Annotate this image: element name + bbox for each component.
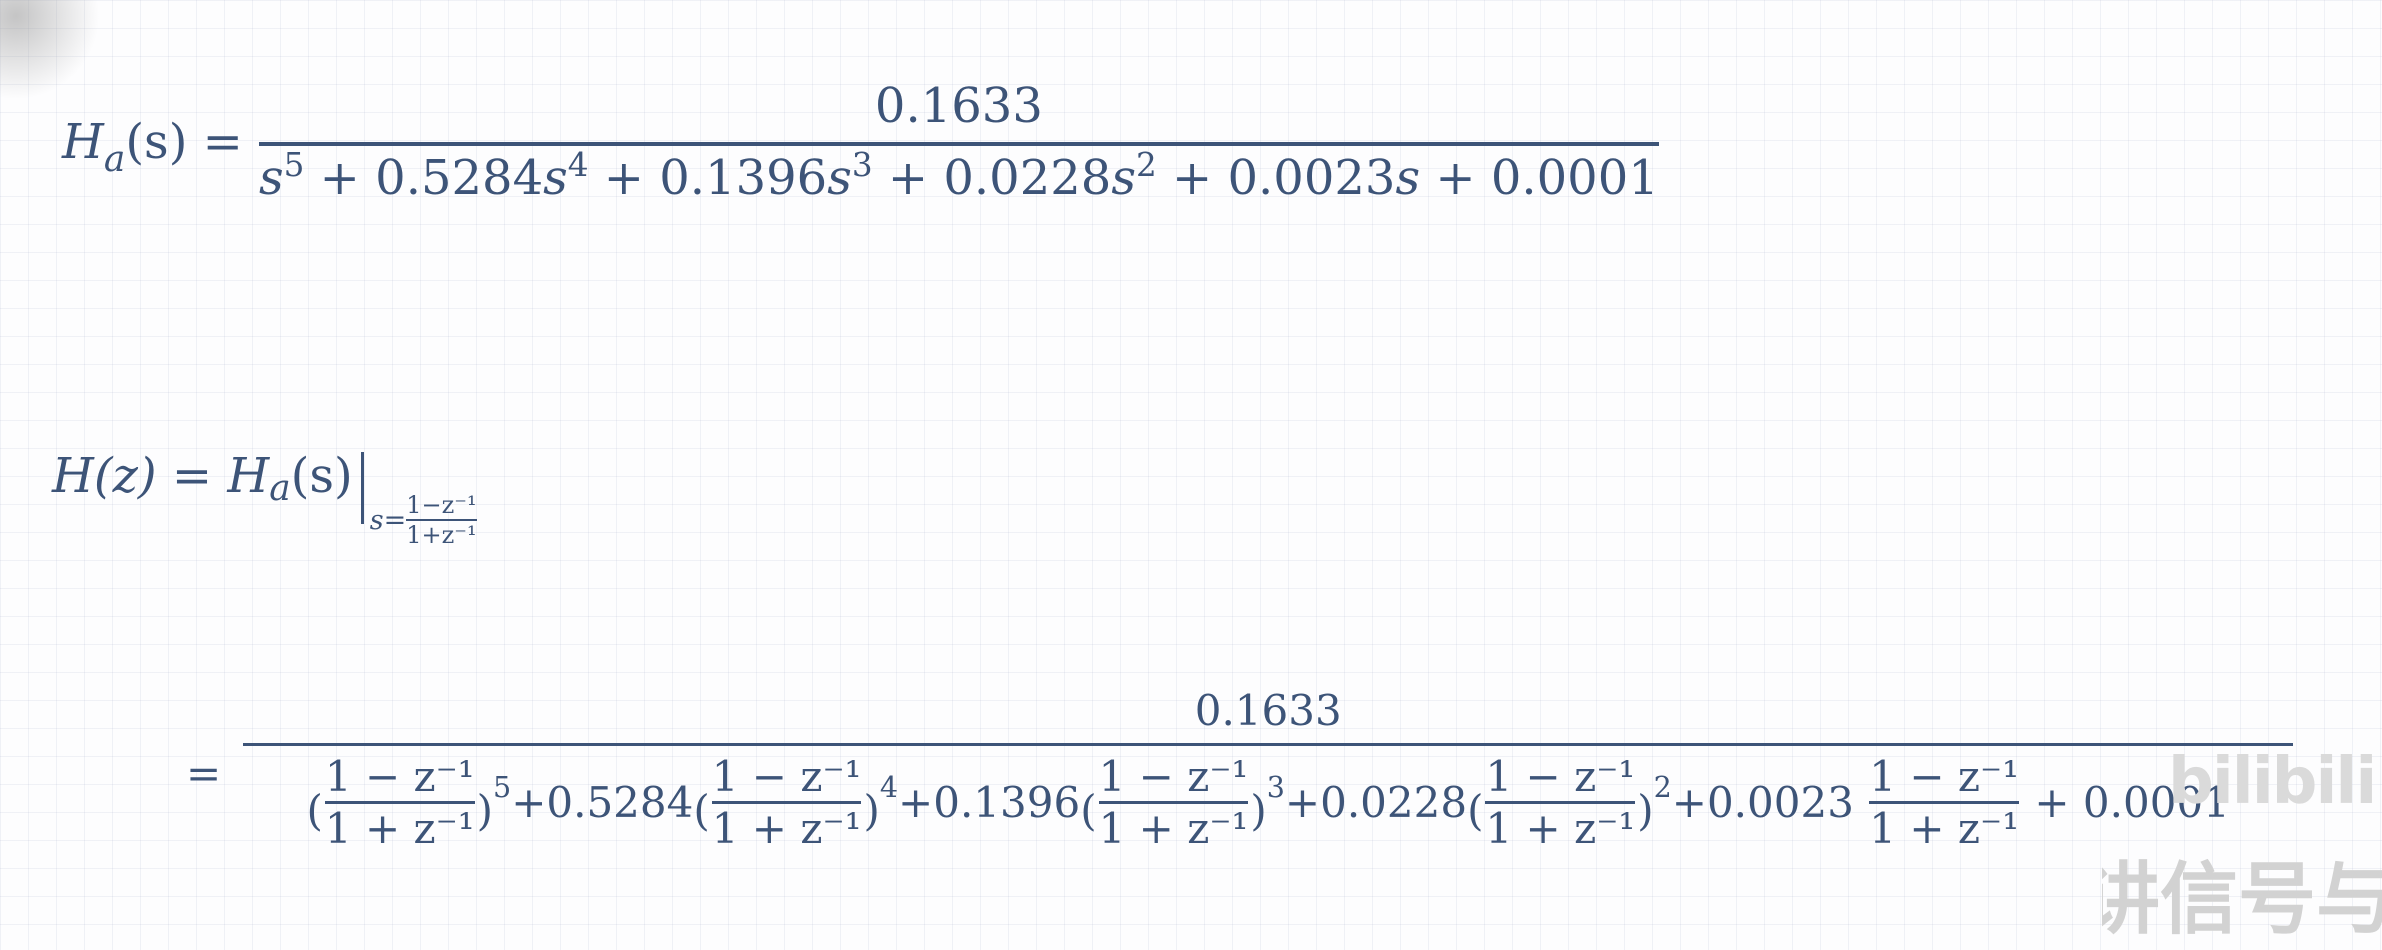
eq1-lhs-sub: a xyxy=(103,138,126,180)
eq3-exp3: 3 xyxy=(1266,769,1285,804)
eq3-equals-sign: = xyxy=(186,748,222,798)
eq1-lhs-arg: (s) = xyxy=(125,114,243,170)
eq1-t2-exp: 4 xyxy=(567,146,589,185)
eq3-term3-den: 1 + z⁻¹ xyxy=(1098,803,1249,853)
evaluation-bar xyxy=(360,452,364,524)
eq3-term4-fraction: 1 − z⁻¹ 1 + z⁻¹ xyxy=(711,752,862,853)
eq3-fraction-bar xyxy=(243,743,2294,746)
eq1-numerator: 0.1633 xyxy=(874,78,1043,134)
eq1-t4-exp: 2 xyxy=(1135,146,1157,185)
eq3-term3-fraction: 1 − z⁻¹ 1 + z⁻¹ xyxy=(1098,752,1249,853)
eq3-coef2: +0.0228 xyxy=(1284,777,1468,827)
eq2-arg: (s) xyxy=(290,448,353,504)
eq2-eval-den: 1+z⁻¹ xyxy=(406,521,477,549)
eq1-t1-var: s xyxy=(259,150,284,206)
eq3-coef3: +0.1396 xyxy=(898,777,1081,827)
eq2-eval-num: 1−z⁻¹ xyxy=(406,491,477,519)
eq3-exp2: 2 xyxy=(1653,769,1672,804)
equation-analog-transfer-function: Ha(s) = 0.1633 s5 + 0.5284s4 + 0.1396s3 … xyxy=(62,78,1659,206)
eq3-denominator: ( 1 − z⁻¹ 1 + z⁻¹ ) 5 +0.5284 ( 1 − z⁻¹ 1 +… xyxy=(306,746,2229,853)
eq1-t3-var: s xyxy=(827,150,852,206)
eq3-paren-open-5: ( xyxy=(306,785,323,835)
eq1-t5-var: s xyxy=(1395,150,1421,206)
corner-shadow xyxy=(0,0,100,100)
watermark-text: 讲信号与系统 xyxy=(2102,855,2382,945)
eq1-lhs: Ha(s) = xyxy=(62,114,243,180)
bilibili-logo: bilibili xyxy=(2168,745,2377,819)
eq3-paren-open-4: ( xyxy=(693,785,710,835)
eq2-eval-var: s= xyxy=(369,504,407,536)
eq3-paren-open-3: ( xyxy=(1080,785,1097,835)
eq3-term4-den: 1 + z⁻¹ xyxy=(711,803,862,853)
eq3-term1-bar xyxy=(1869,801,2020,804)
eq3-exp5: 5 xyxy=(493,769,512,804)
eq2-eval-fraction: 1−z⁻¹ 1+z⁻¹ xyxy=(406,491,477,549)
eq3-term5-bar xyxy=(324,801,475,804)
eq3-term1-fraction: 1 − z⁻¹ 1 + z⁻¹ xyxy=(1869,752,2020,853)
eq3-term2-den: 1 + z⁻¹ xyxy=(1485,803,1636,853)
eq2-H: H xyxy=(227,448,270,504)
eq1-t3-exp: 3 xyxy=(851,146,873,185)
eq1-t5-coef: + 0.0023 xyxy=(1172,150,1396,206)
eq3-term1-num: 1 − z⁻¹ xyxy=(1869,752,2020,801)
eq1-t3-coef: + 0.1396 xyxy=(603,150,828,206)
eq3-term1-den: 1 + z⁻¹ xyxy=(1869,803,2020,853)
eq3-const: + 0.0001 xyxy=(2034,777,2230,827)
eq1-t4-coef: + 0.0228 xyxy=(887,150,1112,206)
eq3-term4-bar xyxy=(711,801,862,804)
eq3-paren-close-2: ) xyxy=(1637,785,1654,835)
eq2-evaluation-subscript: s= 1−z⁻¹ 1+z⁻¹ xyxy=(370,491,477,549)
equation-digital-transfer-function: = 0.1633 ( 1 − z⁻¹ 1 + z⁻¹ ) 5 +0.5284 ( 1… xyxy=(186,686,2294,853)
eq1-denominator: s5 + 0.5284s4 + 0.1396s3 + 0.0228s2 + 0.… xyxy=(259,146,1659,206)
eq3-term3-bar xyxy=(1098,801,1249,804)
eq3-paren-open-2: ( xyxy=(1467,785,1484,835)
eq3-numerator: 0.1633 xyxy=(1194,686,1342,735)
eq1-fraction: 0.1633 s5 + 0.5284s4 + 0.1396s3 + 0.0228… xyxy=(258,78,1659,206)
eq3-paren-close-3: ) xyxy=(1250,785,1267,835)
eq3-paren-close-4: ) xyxy=(863,785,880,835)
eq1-t2-var: s xyxy=(543,150,568,206)
eq3-term2-bar xyxy=(1485,801,1636,804)
watermark: bilibili 讲信号与系统 xyxy=(2102,745,2382,945)
eq2-sub: a xyxy=(269,468,291,510)
eq3-coef1: +0.0023 xyxy=(1671,777,1854,827)
eq1-t1-exp: 5 xyxy=(283,146,305,185)
eq1-t2-coef: + 0.5284 xyxy=(319,150,544,206)
eq3-coef4: +0.5284 xyxy=(511,777,694,827)
eq1-lhs-H: H xyxy=(62,114,104,170)
eq1-t4-var: s xyxy=(1111,150,1136,206)
eq3-term4-num: 1 − z⁻¹ xyxy=(711,752,862,801)
eq3-term2-num: 1 − z⁻¹ xyxy=(1485,752,1636,801)
eq3-exp4: 4 xyxy=(879,769,899,804)
eq2-lhs: H(z) = xyxy=(52,448,213,504)
eq2-eval-bar xyxy=(406,519,477,521)
eq3-term5-num: 1 − z⁻¹ xyxy=(324,752,475,801)
eq1-t6-const: + 0.0001 xyxy=(1435,150,1659,206)
eq3-paren-close-5: ) xyxy=(476,785,494,835)
eq3-term5-den: 1 + z⁻¹ xyxy=(324,803,475,853)
eq3-fraction: 0.1633 ( 1 − z⁻¹ 1 + z⁻¹ ) 5 +0.5284 ( 1 −… xyxy=(243,686,2294,853)
eq3-term2-fraction: 1 − z⁻¹ 1 + z⁻¹ xyxy=(1485,752,1636,853)
eq3-term3-num: 1 − z⁻¹ xyxy=(1098,752,1249,801)
eq3-term5-fraction: 1 − z⁻¹ 1 + z⁻¹ xyxy=(324,752,475,853)
eq1-fraction-bar xyxy=(258,142,1659,146)
